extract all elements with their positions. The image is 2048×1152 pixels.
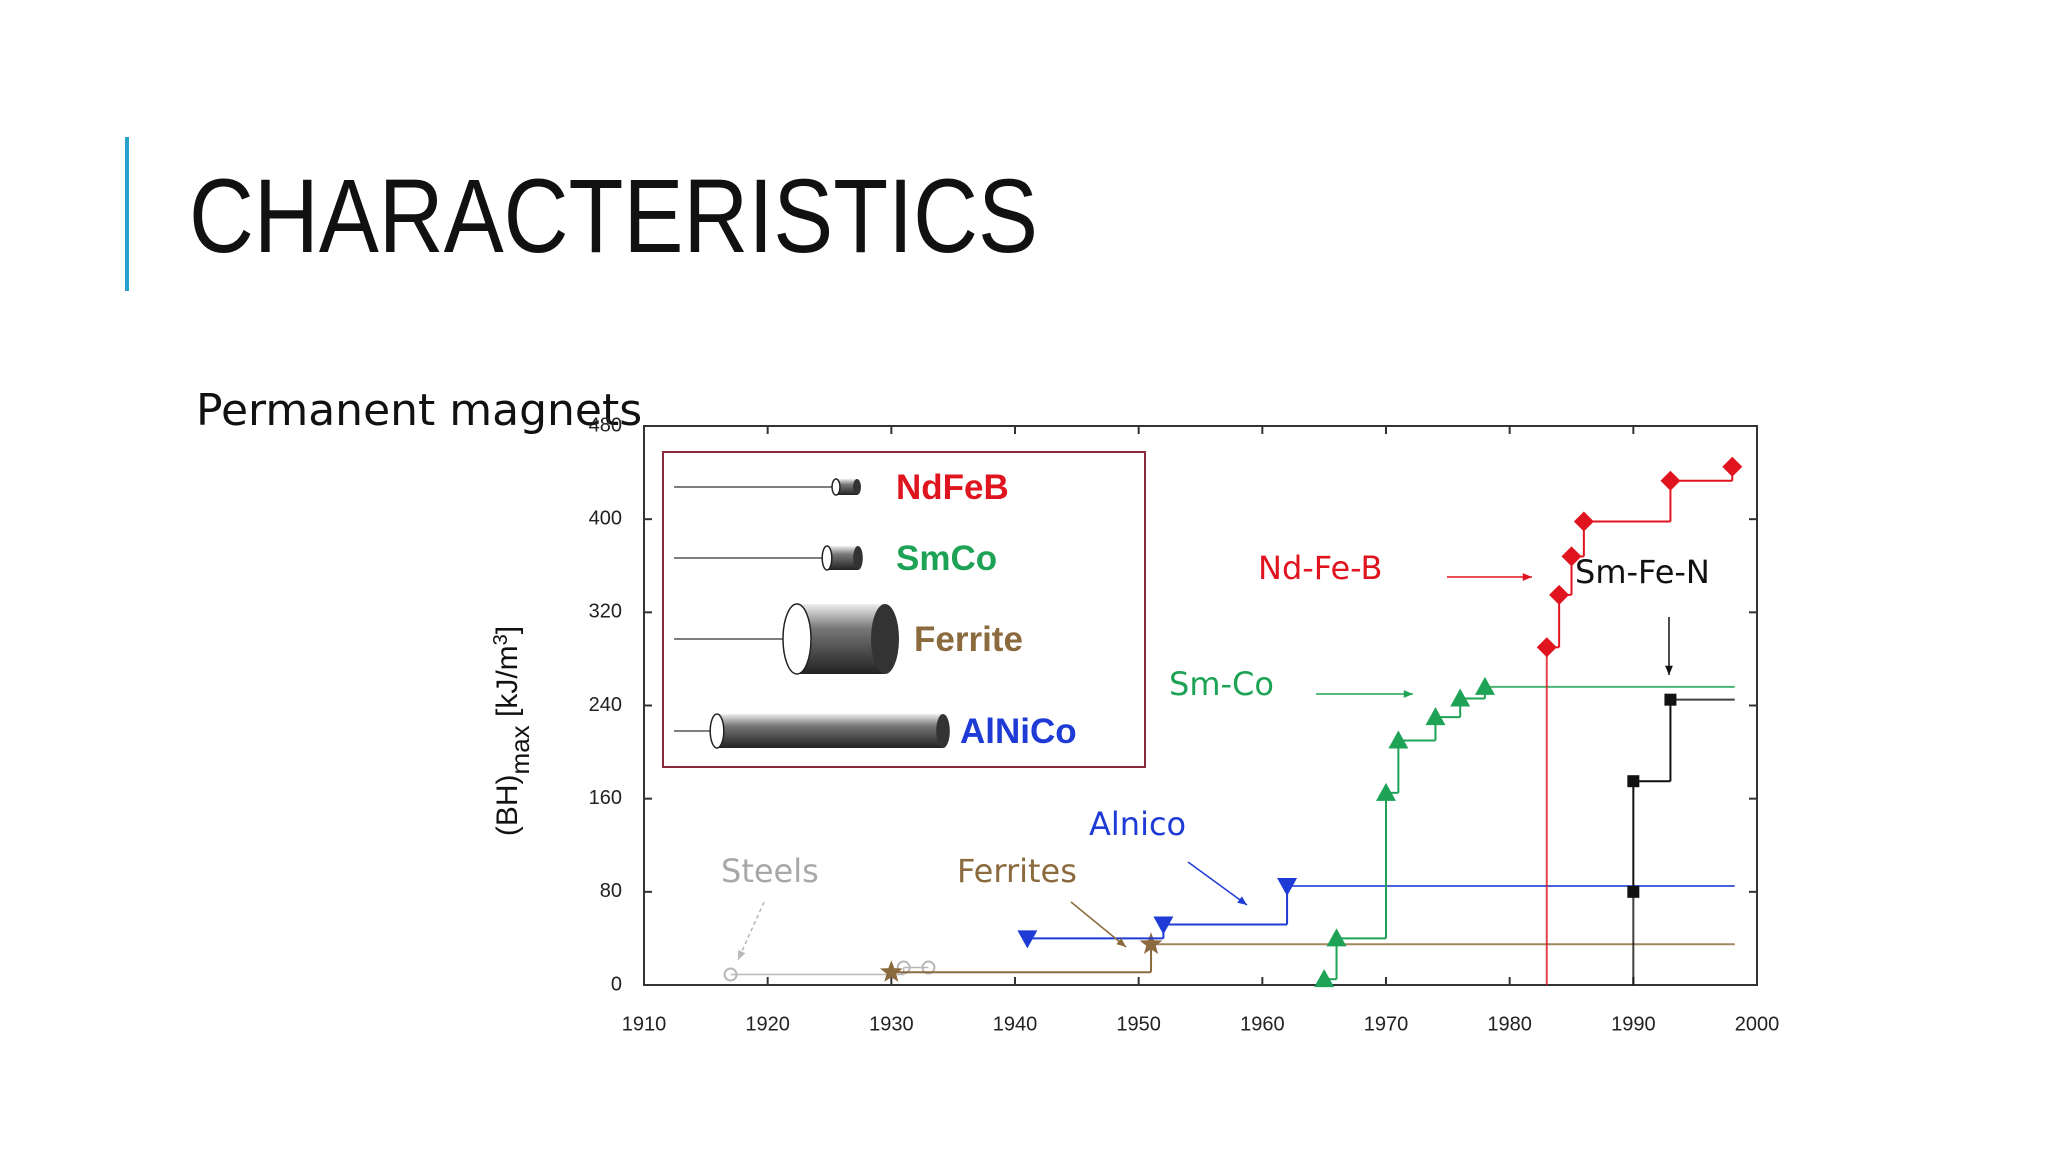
marker: [1326, 928, 1347, 947]
arrow-head: [1522, 573, 1532, 581]
marker: [1153, 916, 1174, 935]
slide-text: Permanent magnets: [196, 385, 642, 436]
marker: [1627, 885, 1640, 898]
x-tick-label: 2000: [1735, 1013, 1780, 1035]
marker: [1474, 676, 1495, 695]
series-label: Steels: [721, 852, 819, 890]
x-tick-label: 1930: [869, 1013, 914, 1035]
legend-magnet: [836, 479, 857, 495]
y-axis-label-part: max: [505, 725, 535, 774]
marker: [1139, 932, 1163, 954]
legend-label: Ferrite: [914, 620, 1023, 659]
marker: [1627, 775, 1640, 788]
marker: [1376, 782, 1396, 801]
marker: [1660, 470, 1681, 491]
x-tick-label: 1970: [1364, 1013, 1409, 1035]
annotation-arrow: [1187, 861, 1248, 906]
series-label: Sm-Fe-N: [1575, 553, 1710, 591]
y-axis-label-part: ]: [491, 626, 524, 634]
y-axis-label-part: [kJ/m: [491, 645, 524, 725]
marker: [1573, 511, 1594, 532]
x-tick-label: 1960: [1240, 1013, 1285, 1035]
legend-magnet-end: [936, 714, 950, 748]
x-tick-label: 1950: [1116, 1013, 1161, 1035]
y-tick-label: 320: [589, 601, 622, 623]
marker: [1722, 456, 1743, 477]
legend-magnet-end: [871, 604, 899, 674]
legend-magnet-face: [782, 603, 812, 675]
legend-magnet-face: [709, 713, 725, 749]
marker: [1388, 730, 1409, 749]
y-tick-label: 240: [589, 694, 622, 716]
legend-magnet-face: [831, 478, 841, 496]
legend-magnet-end: [853, 546, 863, 570]
legend-magnet: [717, 714, 943, 748]
marker: [1561, 546, 1582, 567]
x-tick-label: 1990: [1611, 1013, 1656, 1035]
marker: [1549, 584, 1570, 605]
series-label: Nd-Fe-B: [1258, 549, 1383, 587]
legend-magnet-end: [853, 479, 861, 495]
y-tick-label: 480: [589, 414, 622, 436]
x-tick-label: 1980: [1487, 1013, 1532, 1035]
series-label: Alnico: [1089, 805, 1186, 843]
legend-label: AlNiCo: [960, 712, 1077, 751]
legend-label: NdFeB: [896, 468, 1009, 507]
annotation-arrow: [1070, 901, 1127, 948]
arrow-head: [1116, 938, 1126, 947]
marker: [1017, 930, 1038, 949]
arrow-head: [1665, 665, 1673, 675]
marker: [1536, 637, 1557, 658]
legend-label: SmCo: [896, 539, 997, 578]
x-tick-label: 1910: [622, 1013, 667, 1035]
y-tick-label: 0: [611, 973, 622, 995]
annotation-arrow: [737, 901, 765, 961]
slide-title: CHARACTERISTICS: [189, 158, 1038, 275]
arrow-head: [1237, 896, 1247, 905]
marker: [1277, 878, 1298, 897]
y-tick-label: 160: [589, 787, 622, 809]
accent-bar: [125, 137, 129, 291]
marker: [1425, 707, 1446, 726]
series-label: Ferrites: [957, 852, 1077, 890]
marker: [896, 960, 911, 975]
marker: [723, 967, 738, 982]
marker: [921, 960, 936, 975]
y-tick-label: 80: [600, 880, 622, 902]
y-tick-label: 400: [589, 507, 622, 529]
marker: [1450, 688, 1471, 707]
y-axis-label-part: (BH): [491, 774, 524, 836]
x-tick-label: 1920: [745, 1013, 790, 1035]
marker: [879, 960, 903, 982]
legend-magnet-face: [821, 545, 833, 571]
x-tick-label: 1940: [993, 1013, 1038, 1035]
arrow-head: [1403, 690, 1413, 698]
series-label: Sm-Co: [1169, 665, 1274, 703]
marker: [1664, 693, 1677, 706]
marker: [1314, 969, 1335, 988]
y-axis-label: (BH)max [kJ/m3]: [490, 626, 535, 836]
y-axis-label-part: 3: [490, 634, 512, 645]
arrow-head: [738, 950, 746, 960]
